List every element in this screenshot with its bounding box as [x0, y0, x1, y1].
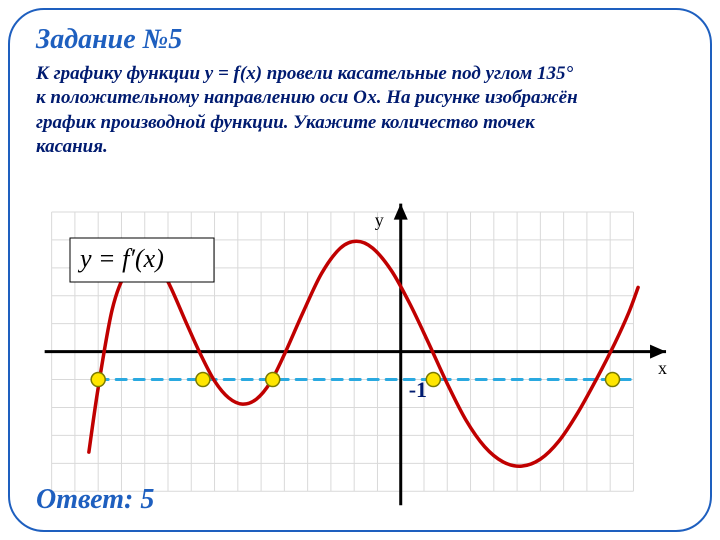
y-axis-label: y — [375, 210, 384, 231]
problem-line: график производной функции. Укажите коли… — [36, 112, 535, 133]
neg-one-label: -1 — [409, 377, 427, 403]
task-title: Задание №5 — [36, 24, 684, 56]
chart-area: y = f′(x) y x -1 — [40, 198, 680, 508]
problem-line: К графику функции у = f(x) провели касат… — [36, 63, 573, 84]
answer-text: Ответ: 5 — [36, 484, 154, 516]
problem-text: К графику функции у = f(x) провели касат… — [36, 62, 684, 159]
problem-line: касания. — [36, 136, 108, 157]
x-axis-label: x — [658, 358, 667, 379]
formula-label: y = f′(x) — [80, 244, 164, 274]
problem-line: к положительному направлению оси Ох. На … — [36, 87, 578, 108]
